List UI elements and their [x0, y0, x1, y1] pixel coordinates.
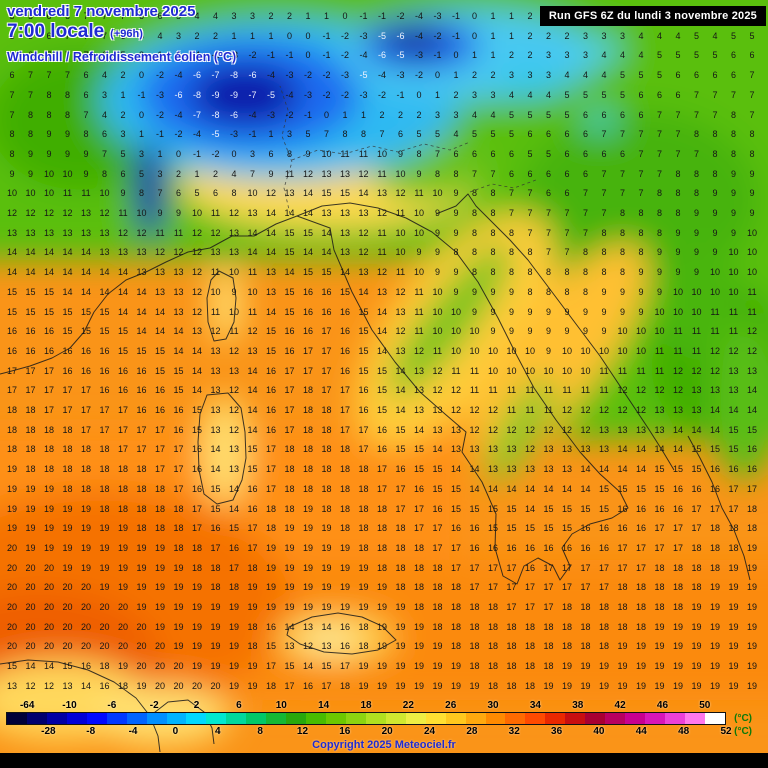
forecast-offset-label: (+96h)	[110, 28, 143, 40]
variable-label: Windchill / Refroidissement éolien (°C)	[7, 50, 237, 64]
balkan-coastline	[435, 193, 675, 471]
map-header: vendredi 7 novembre 2025 7:00 locale (+96…	[7, 3, 236, 64]
color-scale: -64 -10 -6 -2 2 6 10 14 18 22 26 30 34 38 42 46 50 -28 -8…	[6, 700, 758, 737]
sicily-coastline	[286, 612, 397, 655]
border-france-italy	[279, 85, 293, 215]
unit-label-top: (°C)	[734, 713, 752, 724]
corsica-coastline	[206, 270, 237, 342]
time-label: 7:00 locale (+96h)	[7, 21, 236, 43]
italy-coastline	[296, 202, 629, 585]
scale-bar	[6, 712, 726, 725]
scale-top-labels: -64 -10 -6 -2 2 6 10 14 18 22 26 30 34 38 42 46 50	[19, 700, 711, 711]
run-info-box: Run GFS 6Z du lundi 3 novembre 2025	[539, 6, 766, 26]
french-coastline	[0, 215, 298, 375]
bottom-black-bar	[0, 753, 768, 768]
sardinia-coastline	[197, 392, 247, 505]
scale-bottom-labels: -28 -8 -4 0 4 8 12 16 20 24 28 32 36 40 44 48 52	[41, 726, 732, 737]
africa-coastline	[0, 659, 161, 753]
greek-coastline	[687, 435, 751, 581]
unit-label-bottom: (°C)	[734, 726, 752, 737]
capbon-coastline	[149, 699, 215, 745]
date-label: vendredi 7 novembre 2025	[7, 3, 196, 20]
border-alps	[291, 141, 471, 161]
local-time-label: 7:00 locale	[7, 21, 105, 42]
copyright-label: Copyright 2025 Meteociel.fr	[312, 739, 456, 751]
